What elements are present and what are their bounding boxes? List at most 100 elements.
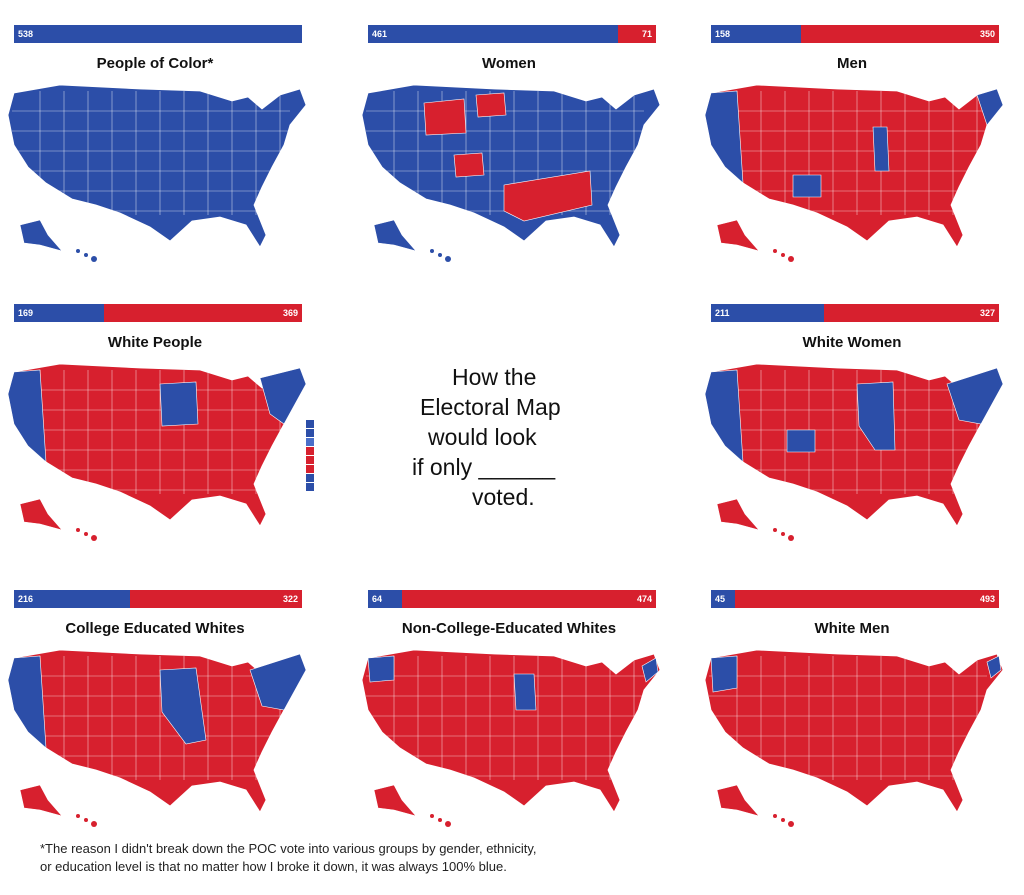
electoral-vote-bar: 216 322 <box>14 590 302 608</box>
rep-segment: 71 <box>617 25 656 43</box>
dem-votes: 216 <box>18 594 34 604</box>
caption-line: Electoral Map <box>420 394 561 420</box>
mainland-shape <box>361 649 661 813</box>
alaska-shape <box>716 219 760 252</box>
mainland-shape <box>7 84 307 248</box>
minority-state-region <box>475 92 507 118</box>
minority-state-region <box>704 90 744 184</box>
dem-segment: 45 <box>711 590 736 608</box>
minority-state-region <box>786 429 816 453</box>
mainland-shape <box>7 649 307 813</box>
panel-title: White Women <box>802 334 902 351</box>
dem-votes: 45 <box>715 594 726 604</box>
electoral-vote-bar: 211 327 <box>711 304 999 322</box>
us-electoral-map <box>704 649 1004 827</box>
rep-segment: 350 <box>800 25 999 43</box>
rep-segment: 474 <box>402 590 656 608</box>
hawaii-island <box>91 535 97 541</box>
hawaii-island <box>788 821 794 827</box>
hawaii-island <box>773 249 777 253</box>
us-electoral-map <box>361 84 661 262</box>
minority-state-region <box>249 653 307 711</box>
hawaii-island <box>781 253 785 257</box>
dem-segment: 538 <box>14 25 302 43</box>
minority-state-region <box>513 673 537 711</box>
panel-men: 158 350 Men <box>697 25 1007 275</box>
hawaii-island <box>430 814 434 818</box>
hawaii-island <box>438 818 442 822</box>
minority-state-region <box>946 367 1004 425</box>
rep-votes: 493 <box>979 594 995 604</box>
mainland-shape <box>361 84 661 248</box>
hawaii-island <box>773 528 777 532</box>
minority-state-region <box>503 170 593 222</box>
alaska-shape <box>373 219 417 252</box>
us-electoral-map <box>7 84 307 262</box>
dem-segment: 216 <box>14 590 130 608</box>
panel-title: White People <box>107 334 203 351</box>
panel-title: Women <box>482 55 536 72</box>
mainland-shape <box>704 84 1004 248</box>
rep-votes: 369 <box>282 308 298 318</box>
minority-state-region <box>423 98 467 136</box>
rep-segment: 369 <box>104 304 302 322</box>
panel-title: White Men <box>814 620 890 637</box>
dem-segment: 64 <box>368 590 403 608</box>
legend-swatch <box>306 438 314 446</box>
rep-segment: 327 <box>823 304 999 322</box>
panel-title: Men <box>837 55 867 72</box>
hawaii-island <box>788 535 794 541</box>
mainland-shape <box>704 649 1004 813</box>
panel-white-women: 211 327 White Women <box>697 304 1007 554</box>
legend-swatch <box>306 456 314 464</box>
hawaii-island <box>773 814 777 818</box>
alaska-shape <box>19 784 63 817</box>
hawaii-island <box>781 532 785 536</box>
us-electoral-map <box>7 649 307 827</box>
caption-line: would look <box>428 424 537 450</box>
mainland-shape <box>704 363 1004 527</box>
us-electoral-map <box>704 84 1004 262</box>
minority-state-region <box>453 152 485 178</box>
center-caption: How the Electoral Map would look if only… <box>390 362 650 512</box>
electoral-vote-bar: 45 493 <box>711 590 999 608</box>
hawaii-island <box>445 256 451 262</box>
legend-swatch <box>306 483 314 491</box>
hawaii-island <box>91 256 97 262</box>
minority-state-region <box>976 88 1004 126</box>
dem-votes: 211 <box>715 308 730 318</box>
panel-college-educated-whites: 216 322 College Educated Whites <box>0 590 310 840</box>
minority-state-region <box>641 657 659 683</box>
rep-segment: 322 <box>129 590 302 608</box>
dem-segment: 158 <box>711 25 801 43</box>
legend-swatch <box>306 429 314 437</box>
minority-state-region <box>792 174 822 198</box>
minority-state-region <box>872 126 890 172</box>
panel-title: College Educated Whites <box>65 620 245 637</box>
dem-segment: 211 <box>711 304 824 322</box>
alaska-shape <box>716 784 760 817</box>
minority-state-region <box>159 667 207 745</box>
alaska-shape <box>19 219 63 252</box>
rep-segment: 493 <box>735 590 999 608</box>
hawaii-island <box>84 253 88 257</box>
alaska-shape <box>716 498 760 531</box>
panel-white-people: 169 369 White People <box>0 304 310 554</box>
footnote: *The reason I didn't break down the POC … <box>40 840 1000 876</box>
hawaii-island <box>438 253 442 257</box>
panel-white-men: 45 493 White Men <box>697 590 1007 840</box>
rep-votes: 474 <box>636 594 652 604</box>
hawaii-island <box>91 821 97 827</box>
alaska-shape <box>373 784 417 817</box>
us-electoral-map <box>361 649 661 827</box>
caption-line: How the <box>452 364 537 390</box>
electoral-vote-bar: 64 474 <box>368 590 656 608</box>
panel-women: 461 71 Women <box>354 25 664 275</box>
dem-segment: 461 <box>368 25 618 43</box>
electoral-vote-bar: 169 369 <box>14 304 302 322</box>
minority-state-region <box>259 367 307 425</box>
dem-votes: 64 <box>372 594 383 604</box>
rep-votes: 327 <box>979 308 995 318</box>
rep-votes: 350 <box>979 29 995 39</box>
us-electoral-map <box>704 363 1004 541</box>
